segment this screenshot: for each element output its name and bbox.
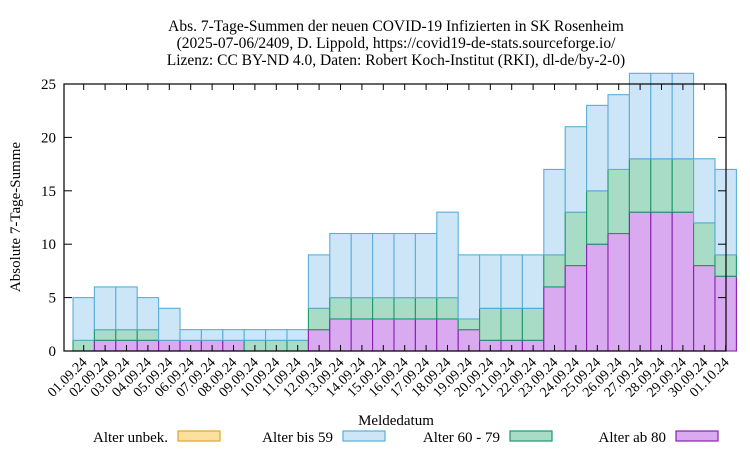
bar-segment-alter-bis-59-10 bbox=[286, 329, 309, 341]
legend: Alter unbek. Alter bis 59 Alter 60 - 79 Alt… bbox=[93, 430, 719, 446]
y-tick-label: 15 bbox=[41, 184, 56, 200]
bar-segment-alter-bis-59-24 bbox=[586, 104, 609, 192]
bar-segment-alter-60-79-21 bbox=[521, 307, 545, 341]
x-axis-label: Meldedatum bbox=[358, 413, 434, 429]
bar-segment-alter-bis-59-15 bbox=[393, 232, 416, 299]
bar-segment-alter-bis-59-25 bbox=[607, 94, 630, 170]
bar-segment-alter-60-79-22 bbox=[543, 254, 566, 288]
bar-segment-alter-ab-80-27 bbox=[650, 211, 673, 352]
bar-segment-alter-bis-59-2 bbox=[115, 286, 138, 331]
bar-segment-alter-60-79-26 bbox=[628, 158, 652, 213]
legend-swatch bbox=[675, 430, 719, 442]
bar-segment-alter-bis-59-12 bbox=[329, 232, 352, 299]
bar-segment-alter-bis-59-14 bbox=[372, 232, 395, 299]
chart-title-line-3: Lizenz: CC BY-ND 4.0, Daten: Robert Koch… bbox=[167, 52, 625, 69]
bar-segment-alter-bis-59-3 bbox=[136, 297, 160, 331]
bar-segment-alter-bis-59-5 bbox=[179, 329, 202, 341]
bar-segment-alter-ab-80-29 bbox=[693, 265, 716, 352]
legend-label: Alter bis 59 bbox=[262, 430, 333, 446]
bar-segment-alter-60-79-18 bbox=[457, 318, 481, 331]
legend-label: Alter 60 - 79 bbox=[423, 430, 500, 446]
bar-segment-alter-60-79-15 bbox=[393, 297, 416, 320]
bar-segment-alter-bis-59-11 bbox=[307, 254, 331, 309]
bar-segment-alter-bis-59-20 bbox=[500, 254, 523, 309]
bar-segment-alter-60-79-17 bbox=[436, 297, 459, 320]
bar-segment-alter-bis-59-7 bbox=[222, 329, 245, 341]
bar-segment-alter-60-79-20 bbox=[500, 307, 523, 341]
bar-segment-alter-bis-59-6 bbox=[200, 329, 224, 341]
bar-segment-alter-bis-59-18 bbox=[457, 254, 481, 320]
legend-swatch bbox=[509, 430, 553, 442]
bar-segment-alter-60-79-11 bbox=[307, 307, 331, 331]
bar-segment-alter-bis-59-21 bbox=[521, 254, 545, 309]
y-tick-label: 25 bbox=[41, 77, 56, 93]
plot-frame bbox=[63, 83, 727, 352]
bar-segment-alter-bis-59-28 bbox=[671, 72, 695, 160]
bar-segment-alter-bis-59-22 bbox=[543, 168, 566, 256]
y-tick-label: 10 bbox=[41, 237, 56, 253]
bar-segment-alter-60-79-29 bbox=[693, 222, 716, 267]
y-axis-label: Absolute 7-Tage-Summe bbox=[8, 142, 24, 293]
bar-segment-alter-ab-80-25 bbox=[607, 232, 630, 352]
bar-segment-alter-ab-80-28 bbox=[671, 211, 695, 352]
bar-segment-alter-ab-80-24 bbox=[586, 243, 609, 352]
bar-segment-alter-bis-59-9 bbox=[265, 329, 288, 341]
bar-segment-alter-60-79-23 bbox=[564, 211, 588, 267]
bar-segment-alter-bis-59-16 bbox=[414, 232, 438, 299]
bar-segment-alter-bis-59-19 bbox=[479, 254, 502, 309]
bar-segment-alter-60-79-25 bbox=[607, 168, 630, 235]
bar-segment-alter-60-79-14 bbox=[372, 297, 395, 320]
y-axis: 0 5 10 15 20 25 bbox=[41, 77, 726, 360]
y-tick-label: 0 bbox=[49, 344, 57, 360]
y-tick-label: 20 bbox=[41, 130, 56, 146]
bar-segment-alter-bis-59-13 bbox=[350, 232, 374, 299]
bar-segment-alter-ab-80-26 bbox=[628, 211, 652, 352]
bar-segment-alter-ab-80-22 bbox=[543, 286, 566, 352]
legend-label: Alter ab 80 bbox=[599, 430, 666, 446]
chart-title-line-2: (2025-07-06/2409, D. Lippold, https://co… bbox=[177, 35, 617, 52]
bar-segment-alter-bis-59-1 bbox=[93, 286, 117, 331]
legend-swatch bbox=[342, 430, 386, 442]
bar-segment-alter-60-79-2 bbox=[115, 329, 138, 341]
legend-label: Alter unbek. bbox=[93, 430, 168, 446]
chart-title-line-1: Abs. 7-Tage-Summen der neuen COVID-19 In… bbox=[168, 18, 624, 35]
bar-segment-alter-60-79-13 bbox=[350, 297, 374, 320]
bar-segment-alter-bis-59-23 bbox=[564, 126, 588, 213]
bar-segment-alter-60-79-24 bbox=[586, 190, 609, 245]
bar-segment-alter-60-79-28 bbox=[671, 158, 695, 213]
bar-segment-alter-bis-59-17 bbox=[436, 211, 459, 299]
bar-segment-alter-60-79-16 bbox=[414, 297, 438, 320]
bar-segment-alter-bis-59-0 bbox=[72, 297, 95, 341]
bar-segment-alter-bis-59-4 bbox=[158, 307, 181, 341]
bar-segment-alter-60-79-3 bbox=[136, 329, 160, 341]
bar-segment-alter-60-79-27 bbox=[650, 158, 673, 213]
bar-segment-alter-60-79-1 bbox=[93, 329, 117, 341]
bar-segment-alter-bis-59-29 bbox=[693, 158, 716, 224]
y-tick-label: 5 bbox=[49, 291, 57, 307]
bar-segment-alter-ab-80-23 bbox=[564, 265, 588, 352]
bar-segment-alter-60-79-19 bbox=[479, 307, 502, 341]
legend-swatch bbox=[177, 430, 221, 442]
bar-segment-alter-bis-59-8 bbox=[243, 329, 267, 341]
bars-layer bbox=[72, 72, 737, 352]
chart-title: Abs. 7-Tage-Summen der neuen COVID-19 In… bbox=[167, 18, 625, 69]
bar-segment-alter-60-79-12 bbox=[329, 297, 352, 320]
